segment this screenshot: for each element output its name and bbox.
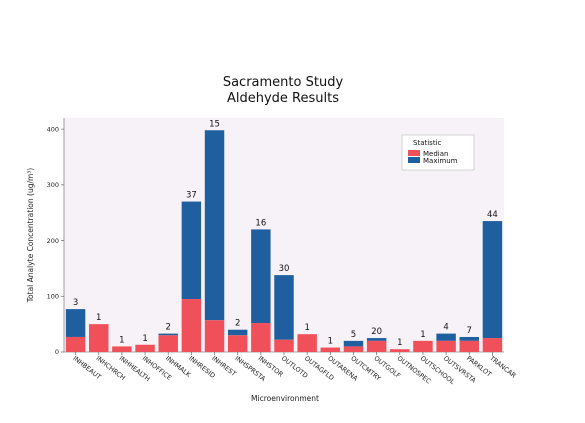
x-tick-label-trancar: TRANCAR — [487, 354, 518, 380]
bar-median-inhsprsta — [227, 335, 248, 352]
count-label-inhchrch: 1 — [96, 313, 101, 323]
bar-maximum-outsvrsta — [436, 333, 456, 341]
y-tick-label-1: 100 — [47, 292, 59, 300]
bar-median-inhbeaut — [65, 336, 86, 352]
bar-median-inhresid — [181, 299, 202, 352]
count-label-inhbeaut: 3 — [73, 298, 78, 308]
count-label-outarena: 1 — [328, 337, 333, 347]
chart-subtitle: Aldehyde Results — [227, 91, 339, 106]
y-axis-label: Total Analyte Concentration (ug/m³) — [26, 168, 35, 304]
count-label-parklot: 7 — [467, 326, 472, 336]
count-label-outnospec: 1 — [397, 338, 402, 348]
count-label-outlotd: 30 — [279, 264, 290, 274]
bar-median-outlotd — [274, 339, 294, 352]
legend-swatch-maximum — [408, 157, 420, 163]
count-label-outsvrsta: 4 — [443, 323, 448, 333]
y-ticks: 0 100 200 300 400 — [47, 125, 64, 356]
bar-maximum-inhresid — [181, 201, 202, 300]
bar-maximum-outcmtry — [343, 340, 364, 347]
bar-median-outsvrsta — [436, 340, 456, 352]
legend: Statistic Median Maximum — [401, 134, 475, 171]
count-label-inhhealth: 1 — [119, 335, 124, 345]
bar-median-outschool — [413, 340, 433, 352]
bar-maximum-inhbeaut — [65, 309, 86, 337]
bar-maximum-trancar — [482, 221, 503, 339]
bar-median-inhhealth — [112, 346, 132, 352]
x-axis-label: Microenvironment — [251, 394, 319, 403]
bar-median-outarena — [320, 347, 341, 352]
count-label-inhresid: 37 — [186, 191, 197, 201]
bar-maximum-inhsprsta — [227, 329, 248, 336]
bar-median-inhchrch — [89, 324, 109, 352]
legend-swatch-median — [408, 150, 420, 156]
bar-median-outgolf — [366, 340, 387, 352]
bar-maximum-parklot — [459, 336, 479, 341]
bar-maximum-outgolf — [366, 338, 387, 341]
count-label-inhstor: 16 — [255, 218, 266, 228]
bar-maximum-inhrest — [204, 130, 225, 321]
count-label-outagfld: 1 — [304, 323, 309, 333]
legend-label-median: Median — [423, 150, 448, 158]
count-label-inhsprsta: 2 — [235, 319, 240, 329]
chart-title: Sacramento Study — [223, 75, 344, 90]
bar-median-inhoffice — [135, 344, 155, 352]
y-tick-label-2: 200 — [47, 237, 59, 245]
bar-median-outagfld — [297, 334, 317, 352]
bar-median-inhrest — [204, 320, 225, 352]
bar-maximum-outlotd — [274, 275, 294, 340]
bar-maximum-inhstor — [251, 229, 271, 324]
bar-median-outnospec — [390, 349, 410, 352]
count-label-outgolf: 20 — [371, 327, 382, 337]
bar-median-outcmtry — [343, 346, 364, 352]
bar-median-parklot — [459, 340, 479, 352]
count-label-inhmalk: 2 — [165, 323, 170, 333]
bar-median-trancar — [482, 338, 503, 352]
bar-median-inhstor — [251, 323, 271, 352]
count-label-trancar: 44 — [487, 210, 498, 220]
y-tick-label-3: 300 — [47, 181, 59, 189]
legend-title: Statistic — [413, 139, 442, 147]
y-tick-label-4: 400 — [47, 125, 59, 133]
legend-label-maximum: Maximum — [423, 157, 458, 165]
count-label-inhrest: 15 — [209, 119, 220, 129]
count-label-outschool: 1 — [420, 330, 425, 340]
bar-median-inhmalk — [158, 335, 178, 352]
bar-maximum-inhmalk — [158, 333, 178, 336]
x-ticks: INHBEAUTINHCHRCHINHHEALTHINHOFFICEINHMAL… — [71, 352, 518, 386]
count-label-outcmtry: 5 — [351, 330, 356, 340]
count-label-inhoffice: 1 — [142, 334, 147, 344]
y-tick-label-0: 0 — [55, 348, 59, 356]
